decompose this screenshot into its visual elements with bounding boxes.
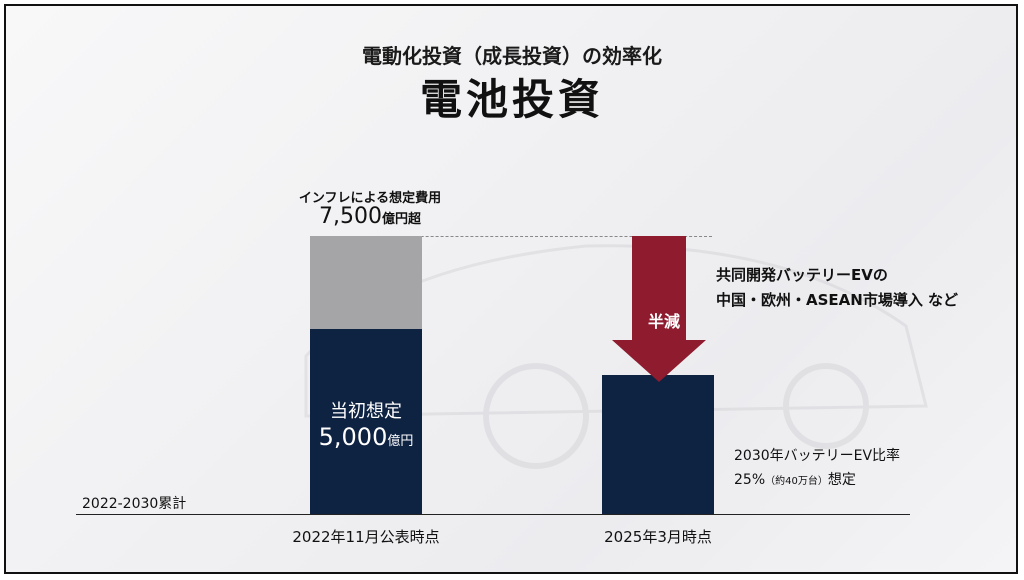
- cumulative-label: 2022-2030累計: [82, 496, 187, 512]
- slide-subtitle: 電動化投資（成長投資）の効率化: [362, 44, 662, 68]
- slide-title: 電池投資: [419, 75, 604, 124]
- ev-ratio-percent: 25%: [734, 472, 766, 488]
- ev-ratio-line1: 2030年バッテリーEV比率: [734, 448, 901, 464]
- initial-estimate-unit: 億円: [387, 433, 414, 449]
- ev-market-note-line1: 共同開発バッテリーEVの: [716, 266, 888, 284]
- reference-dashed-line: [366, 236, 712, 237]
- reduction-arrow-shape: [612, 236, 706, 382]
- ev-ratio-detail: （約40万台）: [765, 476, 828, 487]
- x-tick-label-2025: 2025年3月時点: [604, 528, 712, 546]
- ev-market-note: 共同開発バッテリーEVの 中国・欧州・ASEAN市場導入 など: [716, 263, 958, 313]
- total-value-number: 7,500: [319, 204, 382, 229]
- initial-estimate-label: 当初想定: [330, 400, 402, 422]
- total-value-unit: 億円超: [381, 212, 421, 227]
- x-axis-baseline: [76, 514, 910, 515]
- x-tick-label-2022: 2022年11月公表時点: [292, 528, 440, 546]
- initial-estimate-number: 5,000: [318, 422, 388, 451]
- total-value-label: 7,500億円超: [285, 204, 455, 229]
- bar-current-estimate: [602, 375, 714, 514]
- ev-ratio-suffix: 想定: [827, 472, 856, 488]
- slide: [4, 4, 1018, 574]
- reduction-label: 半減: [647, 312, 680, 331]
- ev-ratio-line2: 25%（約40万台）想定: [734, 468, 900, 494]
- bar-initial-estimate: 当初想定 5,000億円: [310, 328, 422, 514]
- initial-estimate-label-group: 当初想定 5,000億円: [310, 397, 422, 451]
- ev-ratio-note: 2030年バッテリーEV比率 25%（約40万台）想定: [734, 444, 900, 494]
- bar-inflation-cost: [310, 236, 422, 329]
- reduction-arrow: [612, 236, 706, 382]
- ev-market-note-line2: 中国・欧州・ASEAN市場導入 など: [716, 291, 959, 309]
- inflation-note: インフレによる想定費用: [298, 191, 442, 206]
